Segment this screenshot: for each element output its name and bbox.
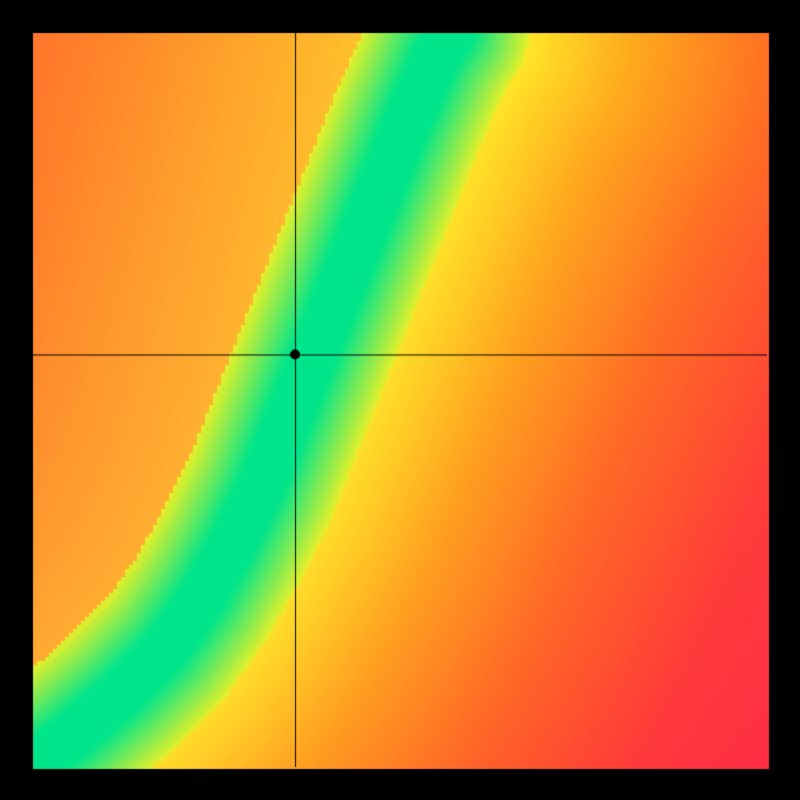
watermark-text: TheBottleneck.com	[568, 6, 766, 32]
root: TheBottleneck.com	[0, 0, 800, 800]
heatmap-canvas	[0, 0, 800, 800]
